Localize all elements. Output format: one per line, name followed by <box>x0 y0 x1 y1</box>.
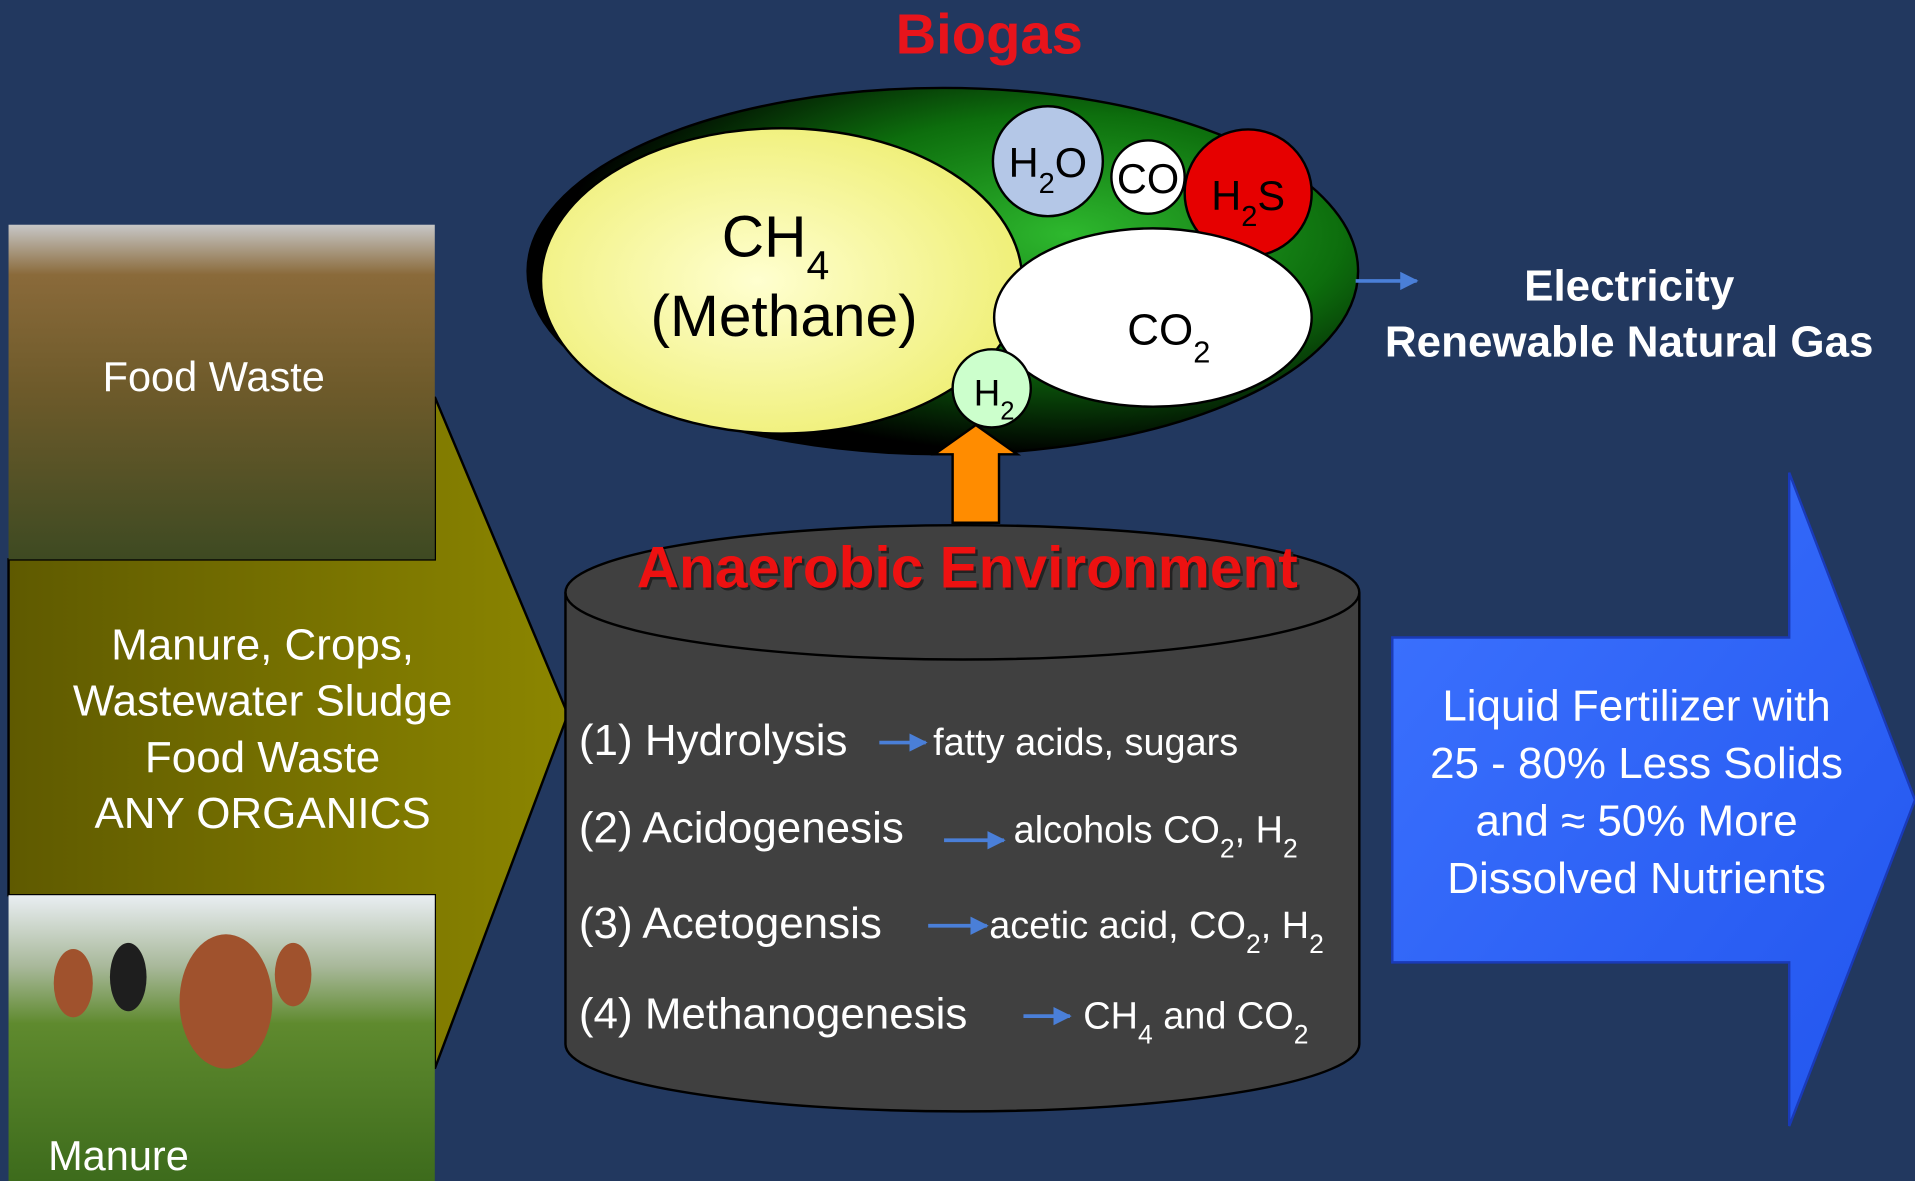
subscript: 4 <box>1138 1019 1153 1049</box>
fertilizer-label: 25 - 80% Less Solids <box>1430 739 1843 788</box>
output-label: Electricity <box>1524 261 1735 310</box>
title: Biogas <box>896 3 1083 66</box>
feedstock-label: Manure, Crops, <box>111 621 414 670</box>
subscript: 4 <box>806 242 829 288</box>
subscript: 2 <box>1309 929 1324 959</box>
text-part: , H <box>1235 810 1283 852</box>
feedstock-label: Wastewater Sludge <box>73 677 452 726</box>
gas-formula: CO <box>1117 155 1179 202</box>
subscript: 2 <box>1283 834 1298 864</box>
methane-label: (Methane) <box>651 284 918 349</box>
output-label: Renewable Natural Gas <box>1385 318 1874 367</box>
digester-title: Anaerobic Environment <box>637 535 1298 600</box>
text-part: H <box>1211 172 1241 219</box>
text-part: H <box>1009 139 1039 186</box>
feedstock-label: Food Waste <box>145 733 380 782</box>
text-part: , H <box>1261 905 1309 947</box>
step-stage: (1) Hydrolysis <box>579 716 848 765</box>
fertilizer-label: and ≈ 50% More <box>1475 796 1797 845</box>
step-stage: (3) Acetogensis <box>579 899 882 948</box>
text-part: acetic acid, CO <box>989 905 1246 947</box>
subscript: 2 <box>1220 834 1235 864</box>
fertilizer-label: Liquid Fertilizer with <box>1442 682 1830 731</box>
text-part: and CO <box>1153 995 1294 1037</box>
fertilizer-label: Dissolved Nutrients <box>1447 854 1826 903</box>
subscript: 2 <box>1294 1019 1309 1049</box>
subscript: 2 <box>1039 168 1055 200</box>
text-part: fatty acids, sugars <box>933 722 1238 764</box>
subscript: 2 <box>1241 201 1257 233</box>
methane-ellipse <box>541 128 1022 433</box>
text-part: O <box>1055 139 1087 186</box>
photo-label: Food Waste <box>103 353 325 400</box>
text-part: CH <box>722 204 807 269</box>
step-products: fatty acids, sugars <box>933 722 1238 764</box>
text-part: CO <box>1127 305 1193 354</box>
text-part: alcohols CO <box>1014 810 1220 852</box>
step-stage: (2) Acidogenesis <box>579 804 904 853</box>
subscript: 2 <box>1000 397 1014 425</box>
text-part: S <box>1257 172 1285 219</box>
feedstock-label: ANY ORGANICS <box>94 789 430 838</box>
text-part: H <box>974 372 1000 413</box>
step-stage: (4) Methanogenesis <box>579 989 967 1038</box>
subscript: 2 <box>1193 334 1210 369</box>
subscript: 2 <box>1246 929 1261 959</box>
text-part: CO <box>1117 155 1179 202</box>
diagram: Biogas Manure Food Waste (Methane) Anaer… <box>0 0 1915 1181</box>
page: { "title": "Biogas", "gases": [ {"formul… <box>0 0 1915 1181</box>
text-part: CH <box>1083 995 1138 1037</box>
photo-label: Manure <box>48 1132 189 1179</box>
